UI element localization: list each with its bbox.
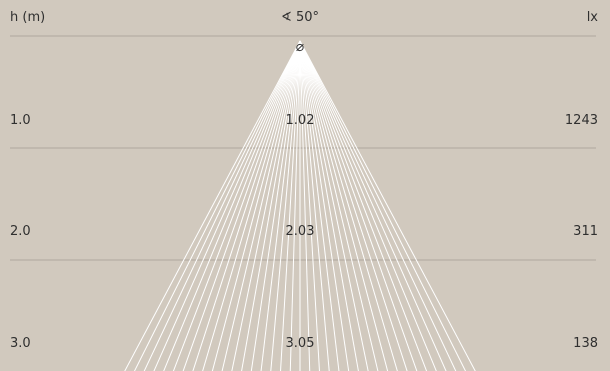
lux-value-1: 1243 bbox=[564, 113, 598, 128]
beam-ray bbox=[289, 40, 301, 371]
beam-ray bbox=[299, 40, 476, 371]
beam-ray bbox=[163, 40, 301, 371]
beam-ray bbox=[133, 40, 301, 371]
height-value-2: 2.0 bbox=[10, 224, 31, 239]
beam-ray bbox=[299, 40, 379, 371]
beam-ray bbox=[299, 40, 457, 371]
beam-ray bbox=[172, 40, 301, 371]
diameter-value-3: 3.05 bbox=[285, 336, 315, 351]
beam-ray bbox=[280, 40, 301, 371]
diameter-value-2: 2.03 bbox=[285, 224, 315, 239]
beam-ray bbox=[299, 40, 320, 371]
beam-ray bbox=[299, 40, 350, 371]
angle-icon: ∢ bbox=[280, 10, 292, 25]
height-axis-label: h (m) bbox=[10, 10, 46, 25]
height-value-3: 3.0 bbox=[10, 336, 31, 351]
beam-ray bbox=[299, 40, 311, 371]
lux-value-3: 138 bbox=[573, 336, 598, 351]
lux-value-2: 311 bbox=[573, 224, 598, 239]
beam-ray bbox=[143, 40, 301, 371]
beam-ray bbox=[299, 40, 359, 371]
height-value-1: 1.0 bbox=[10, 113, 31, 128]
beam-ray bbox=[270, 40, 301, 371]
beam-angle-value: 50° bbox=[296, 10, 320, 25]
beam-ray bbox=[299, 40, 437, 371]
beam-ray bbox=[182, 40, 301, 371]
beam-angle-label: ∢ 50° bbox=[281, 10, 319, 26]
beam-ray bbox=[299, 40, 467, 371]
beam-ray bbox=[231, 40, 301, 371]
beam-ray bbox=[299, 40, 447, 371]
beam-ray bbox=[221, 40, 301, 371]
beam-ray bbox=[211, 40, 301, 371]
diameter-value-1: 1.02 bbox=[285, 113, 315, 128]
beam-ray bbox=[250, 40, 301, 371]
beam-ray bbox=[299, 40, 398, 371]
beam-ray bbox=[299, 40, 428, 371]
beam-ray bbox=[299, 40, 369, 371]
beam-ray bbox=[241, 40, 301, 371]
beam-ray bbox=[299, 40, 389, 371]
diameter-icon: ⌀ bbox=[295, 39, 305, 55]
beam-ray bbox=[299, 40, 408, 371]
beam-ray bbox=[299, 40, 340, 371]
beam-ray bbox=[192, 40, 301, 371]
beam-ray bbox=[299, 40, 330, 371]
beam-ray bbox=[124, 40, 301, 371]
beam-rays bbox=[124, 40, 476, 371]
lux-axis-label: lx bbox=[586, 10, 598, 25]
beam-ray bbox=[299, 40, 418, 371]
beam-ray bbox=[202, 40, 301, 371]
beam-ray bbox=[153, 40, 301, 371]
beam-ray bbox=[260, 40, 301, 371]
